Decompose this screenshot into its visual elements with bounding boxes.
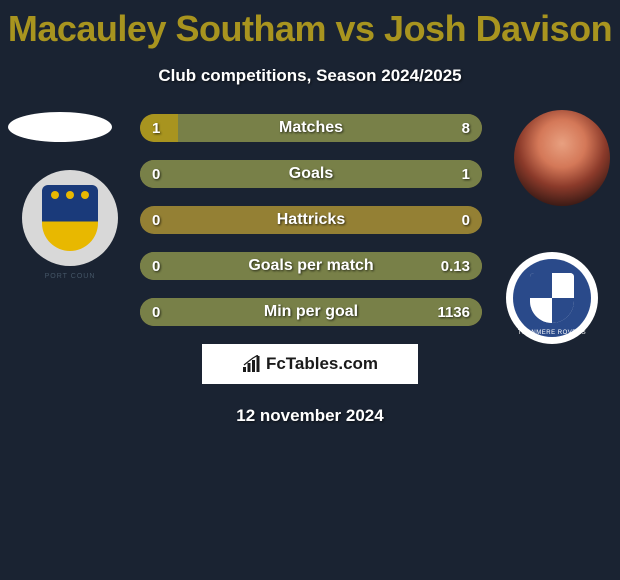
stat-bar: 18Matches bbox=[140, 114, 482, 142]
comparison-bars: 18Matches 01Goals 00Hattricks 00.13Goals pe… bbox=[138, 114, 482, 326]
player1-photo bbox=[8, 112, 112, 142]
stat-label: Goals per match bbox=[140, 257, 482, 275]
brand-badge: FcTables.com bbox=[202, 344, 418, 384]
crest-circle-icon: TRANMERE ROVERS bbox=[513, 259, 591, 337]
crest-shield-icon bbox=[42, 185, 98, 251]
stat-label: Matches bbox=[140, 119, 482, 137]
player1-name: Macauley Southam bbox=[8, 8, 326, 49]
player1-club-crest: PORT COUN bbox=[22, 170, 118, 266]
player2-club-crest: TRANMERE ROVERS bbox=[506, 252, 598, 344]
crest-right-label: TRANMERE ROVERS bbox=[513, 330, 591, 336]
subtitle: Club competitions, Season 2024/2025 bbox=[0, 66, 620, 86]
stat-label: Hattricks bbox=[140, 211, 482, 229]
player2-name: Josh Davison bbox=[384, 8, 612, 49]
stat-bar: 00.13Goals per match bbox=[140, 252, 482, 280]
brand-text: FcTables.com bbox=[266, 354, 378, 374]
comparison-title: Macauley Southam vs Josh Davison bbox=[0, 0, 620, 50]
player2-photo bbox=[514, 110, 610, 206]
stat-bar: 00Hattricks bbox=[140, 206, 482, 234]
stat-label: Goals bbox=[140, 165, 482, 183]
stat-bar: 01136Min per goal bbox=[140, 298, 482, 326]
stat-bar: 01Goals bbox=[140, 160, 482, 188]
brand-chart-icon bbox=[242, 355, 262, 373]
crest-left-label: PORT COUN bbox=[22, 273, 118, 280]
vs-text: vs bbox=[335, 8, 374, 49]
date-label: 12 november 2024 bbox=[0, 406, 620, 426]
stat-label: Min per goal bbox=[140, 303, 482, 321]
comparison-area: PORT COUN TRANMERE ROVERS 18Matches01Goa… bbox=[0, 114, 620, 326]
